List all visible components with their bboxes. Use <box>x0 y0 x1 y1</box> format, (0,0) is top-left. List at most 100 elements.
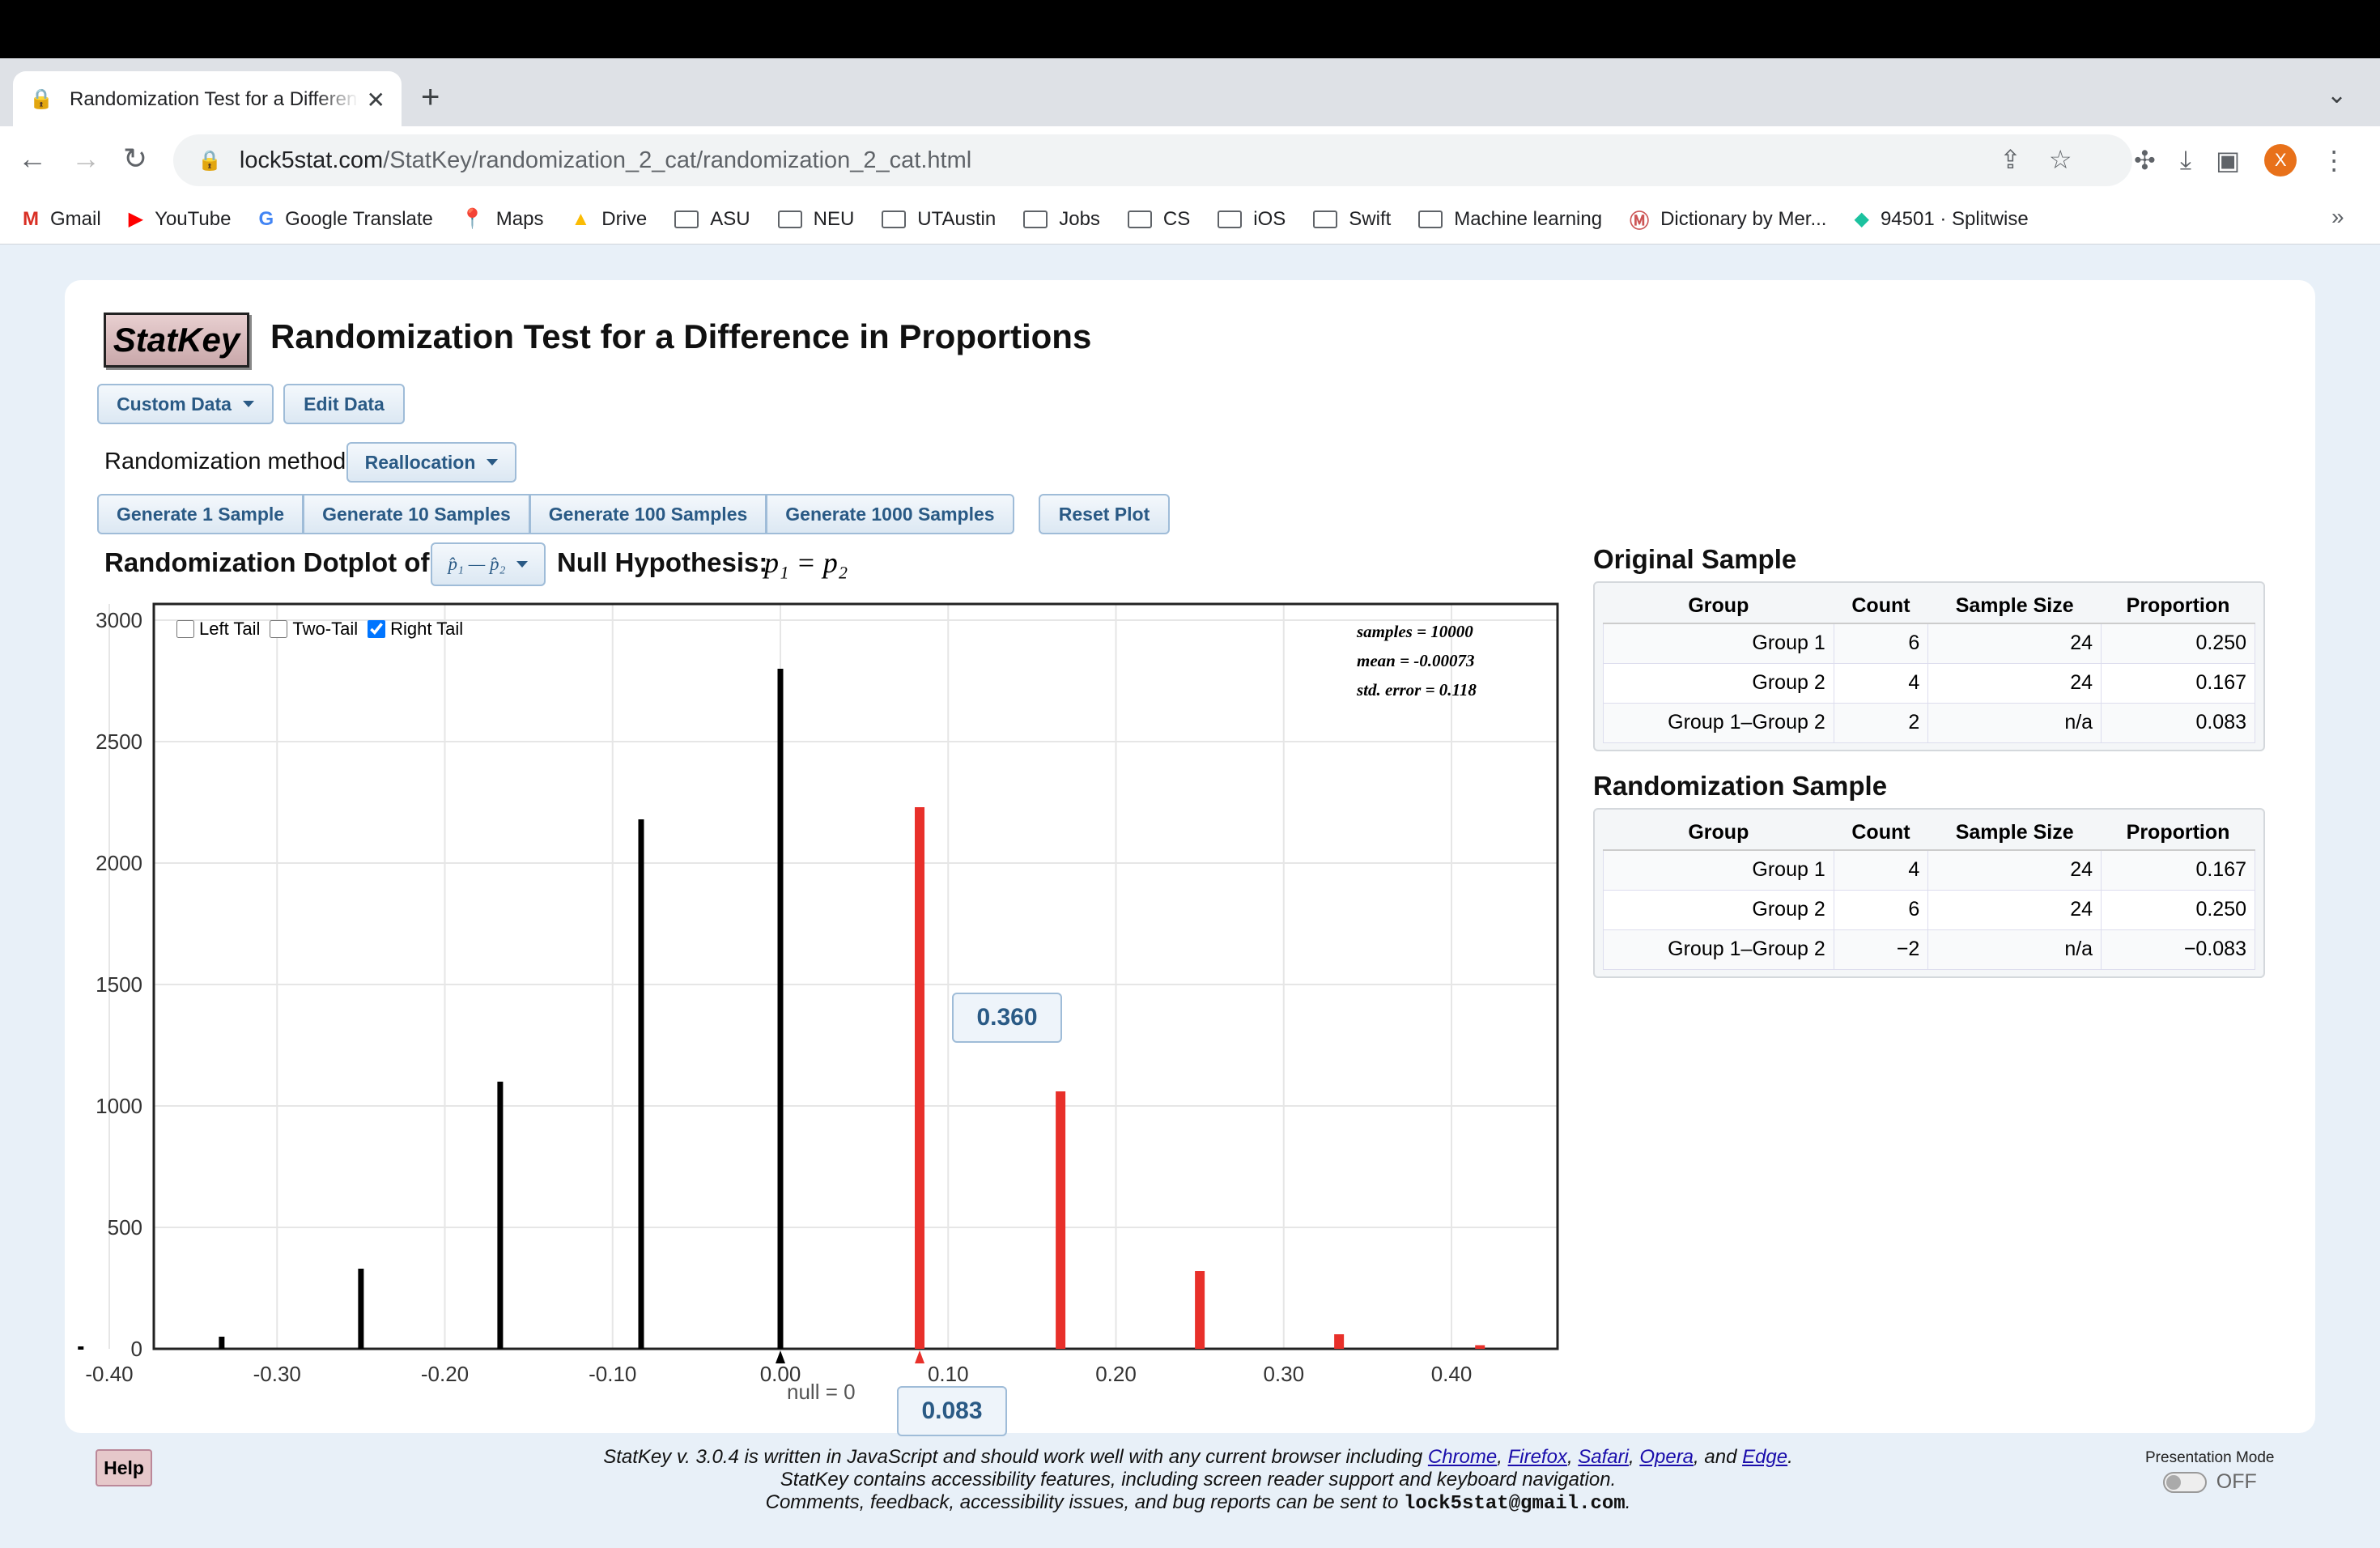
y-tick-label: 1000 <box>96 1094 142 1118</box>
dotplot-bar <box>1334 1334 1345 1349</box>
randomization-sample-heading: Randomization Sample <box>1593 771 1888 801</box>
cell: 6 <box>1833 889 1929 930</box>
custom-data-button[interactable]: Custom Data <box>97 384 274 424</box>
statkey-logo[interactable]: StatKey <box>104 313 249 368</box>
share-icon[interactable]: ⇪ <box>2000 145 2021 174</box>
chrome-link[interactable]: Chrome <box>1427 1446 1498 1468</box>
x-tick-label: 0.20 <box>1095 1362 1137 1386</box>
star-icon[interactable]: ☆ <box>2048 145 2072 174</box>
bookmark-label: Drive <box>601 207 648 230</box>
col-proportion: Proportion <box>2101 816 2255 851</box>
presentation-mode-toggle[interactable]: OFF <box>2145 1470 2275 1494</box>
bookmarks-bar: M Gmail ▶ YouTube G Google Translate 📍 Maps ▲ Dri… <box>0 194 2380 245</box>
cutoff-value-box[interactable]: 0.083 <box>897 1386 1007 1436</box>
firefox-link[interactable]: Firefox <box>1507 1446 1567 1468</box>
forward-icon[interactable]: → <box>71 142 100 175</box>
puzzle-icon[interactable]: ✣ <box>2134 146 2156 175</box>
contact-email[interactable]: lock5stat@gmail.com <box>1404 1493 1626 1515</box>
download-icon[interactable]: ⤓ <box>2179 145 2191 174</box>
bookmark-5[interactable]: ASU <box>674 208 750 231</box>
x-tick-label: -0.30 <box>253 1362 301 1386</box>
bookmark-6[interactable]: NEU <box>777 208 854 231</box>
generate-10-button[interactable]: Generate 10 Samples <box>304 494 530 534</box>
bookmark-label: Maps <box>495 207 544 230</box>
two-tail-checkbox[interactable] <box>270 620 288 638</box>
generate-1-button[interactable]: Generate 1 Sample <box>97 494 304 534</box>
reset-plot-button[interactable]: Reset Plot <box>1039 494 1170 534</box>
safari-link[interactable]: Safari <box>1578 1446 1629 1468</box>
cell: 2 <box>1833 702 1929 743</box>
cell: 4 <box>1833 662 1929 704</box>
bookmark-7[interactable]: UTAustin <box>882 208 996 231</box>
edge-link[interactable]: Edge <box>1742 1446 1788 1468</box>
cell: 24 <box>1927 623 2102 664</box>
cell: −0.083 <box>2101 929 2255 970</box>
menu-icon[interactable]: ⋮ <box>2321 146 2348 175</box>
address-bar[interactable]: 🔒 lock5stat.com/StatKey/randomization_2_… <box>173 134 2132 186</box>
cell: 0.250 <box>2101 623 2255 664</box>
table-row: Group 2 4 24 0.167 <box>1603 662 2255 704</box>
folder-icon <box>1418 210 1443 228</box>
browser-tab[interactable]: 🔒 Randomization Test for a Difference in… <box>13 71 402 128</box>
help-button[interactable]: Help <box>96 1449 152 1486</box>
bookmark-13[interactable]: Ⓜ Dictionary by Mer... <box>1630 205 1826 233</box>
caret-down-icon <box>242 401 254 407</box>
folder-icon <box>777 210 802 228</box>
dotplot-bar <box>219 1337 225 1349</box>
cell: n/a <box>1927 929 2102 970</box>
more-bookmarks-icon[interactable]: » <box>2331 204 2344 229</box>
folder-icon <box>1313 210 1338 228</box>
stat-std-error: std. error = 0.118 <box>1357 680 1477 700</box>
avatar[interactable]: X <box>2264 144 2297 176</box>
bookmark-label: UTAustin <box>917 207 997 230</box>
side-panel-icon[interactable]: ▣ <box>2215 146 2241 175</box>
bookmark-4[interactable]: ▲ Drive <box>571 208 647 231</box>
bookmark-12[interactable]: Machine learning <box>1418 208 1602 231</box>
new-tab-icon[interactable]: + <box>421 79 440 115</box>
bookmark-1[interactable]: ▶ YouTube <box>129 207 232 231</box>
cell: Group 1–Group 2 <box>1603 929 1834 970</box>
statistic-dropdown[interactable]: p̂₁ — p̂₂ <box>431 542 546 586</box>
table-row: Group 1 6 24 0.250 <box>1603 623 2255 664</box>
footer-line-2: StatKey contains accessibility features,… <box>780 1469 1617 1491</box>
cell: 6 <box>1833 623 1929 664</box>
bookmark-14[interactable]: ◆ 94501 · Splitwise <box>1854 207 2028 231</box>
lock-favicon-icon: 🔒 <box>29 88 53 110</box>
generate-1000-button[interactable]: Generate 1000 Samples <box>767 494 1014 534</box>
dotplot-bar <box>638 819 644 1349</box>
stat-samples: samples = 10000 <box>1357 622 1473 641</box>
toggle-switch[interactable] <box>2162 1471 2207 1493</box>
bookmark-8[interactable]: Jobs <box>1023 208 1100 231</box>
bookmark-0[interactable]: M Gmail <box>23 208 101 231</box>
left-tail-checkbox[interactable] <box>176 620 194 638</box>
y-tick-label: 2500 <box>96 729 142 754</box>
close-tab-icon[interactable]: ✕ <box>366 87 385 113</box>
stat-mean: mean = -0.00073 <box>1357 651 1475 670</box>
folder-icon <box>1218 210 1243 228</box>
bookmark-3[interactable]: 📍 Maps <box>461 207 544 231</box>
caret-down-icon <box>487 459 499 466</box>
bookmark-11[interactable]: Swift <box>1313 208 1391 231</box>
randomization-dotplot: -0.40 -0.30 -0.20 -0.10 0.00 0.10 0.20 0.30 0.40… <box>78 602 1559 1386</box>
folder-icon <box>1127 210 1152 228</box>
bookmark-label: YouTube <box>155 207 232 230</box>
original-sample-heading: Original Sample <box>1593 544 1797 574</box>
chevron-down-icon[interactable]: ⌄ <box>2327 82 2348 108</box>
bookmark-9[interactable]: CS <box>1127 208 1190 231</box>
tail-proportion-box[interactable]: 0.360 <box>952 993 1062 1043</box>
opera-link[interactable]: Opera <box>1639 1446 1694 1468</box>
generate-100-button[interactable]: Generate 100 Samples <box>529 494 767 534</box>
bookmark-2[interactable]: G Google Translate <box>258 208 432 231</box>
edit-data-button[interactable]: Edit Data <box>283 384 405 424</box>
reload-icon[interactable]: ↻ <box>123 142 148 175</box>
cell: 4 <box>1833 849 1929 891</box>
right-tail-checkbox[interactable] <box>368 620 386 638</box>
method-dropdown[interactable]: Reallocation <box>346 442 516 483</box>
bookmark-label: Dictionary by Mer... <box>1660 207 1827 230</box>
back-icon[interactable]: ← <box>18 142 47 175</box>
bookmark-10[interactable]: iOS <box>1218 208 1286 231</box>
dotplot-bar <box>1475 1345 1485 1349</box>
folder-icon <box>1023 210 1048 228</box>
col-sample-size: Sample Size <box>1927 816 2102 851</box>
folder-icon <box>882 210 907 228</box>
